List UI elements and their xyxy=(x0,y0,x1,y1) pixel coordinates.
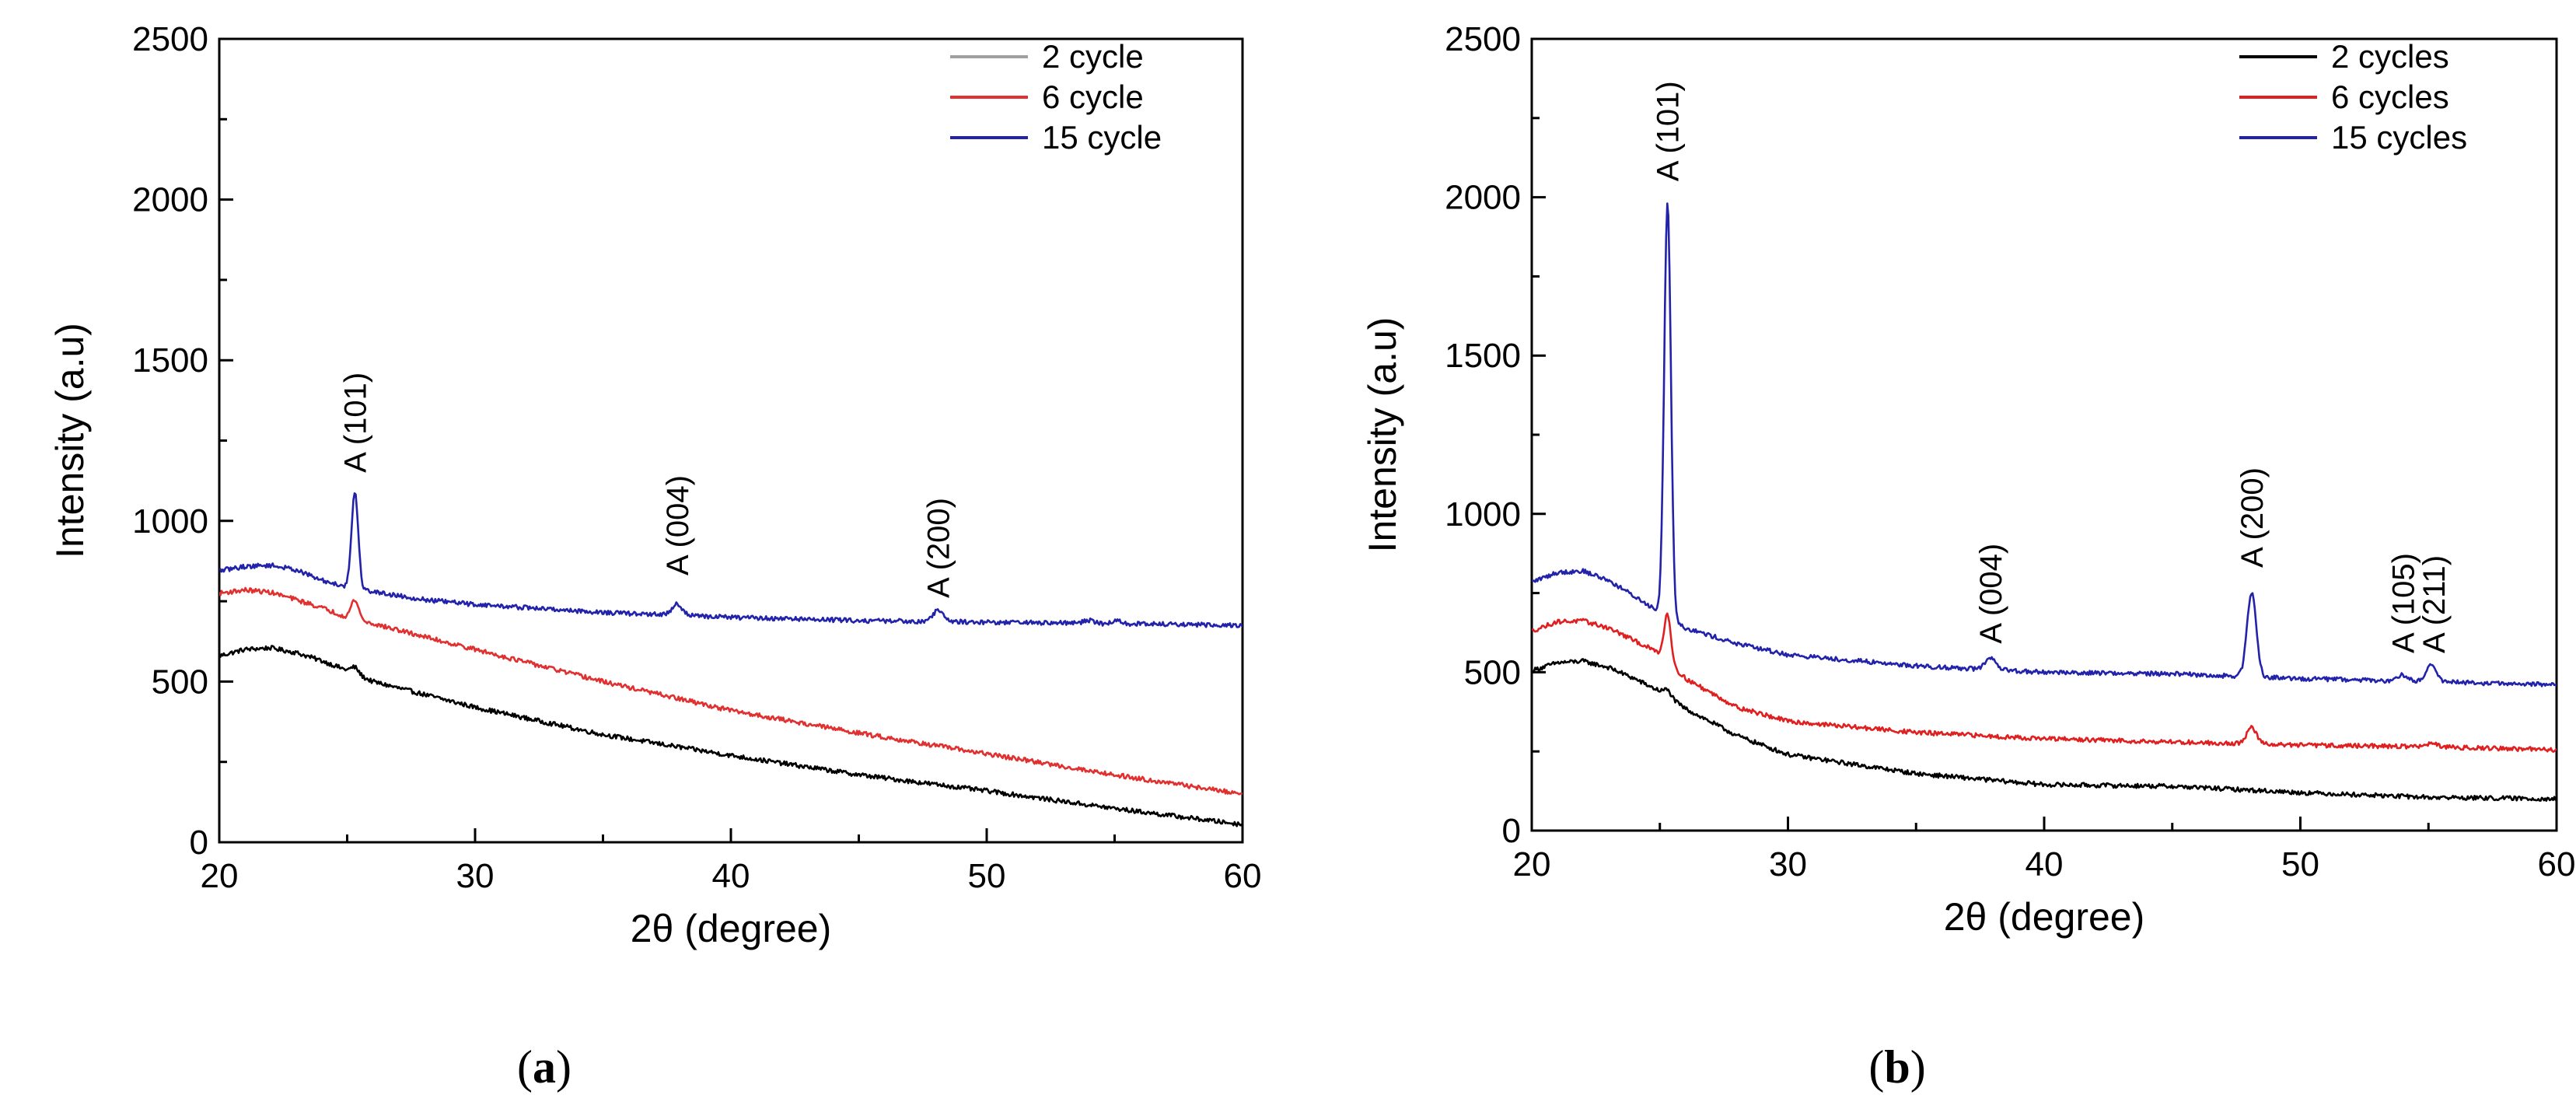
x-tick-label: 40 xyxy=(712,857,750,895)
plot-frame xyxy=(218,37,1244,844)
y-tick-label: 500 xyxy=(1464,653,1521,691)
x-tick-label: 60 xyxy=(1224,857,1262,895)
y-tick-label: 1000 xyxy=(1445,495,1521,534)
series-line-6-cycles xyxy=(1532,612,2557,753)
peak-annotation: A (200) xyxy=(2235,467,2270,568)
series-line-15-cycles xyxy=(1532,202,2557,687)
x-axis-title: 2θ (degree) xyxy=(631,907,832,950)
peak-annotation: A (200) xyxy=(921,498,956,598)
x-tick-label: 60 xyxy=(2538,845,2576,883)
y-tick-label: 2500 xyxy=(132,20,208,58)
y-tick-label: 1500 xyxy=(1445,337,1521,375)
x-tick-label: 50 xyxy=(2281,845,2319,883)
y-tick-label: 2500 xyxy=(1445,20,1521,58)
y-tick-label: 0 xyxy=(1502,812,1521,850)
peak-annotation: A (004) xyxy=(1974,544,2008,644)
x-tick-label: 20 xyxy=(201,857,239,895)
legend-label: 2 cycles xyxy=(2331,38,2449,75)
y-tick-label: 1000 xyxy=(132,502,208,541)
x-tick-label: 30 xyxy=(1769,845,1807,883)
legend-label: 6 cycles xyxy=(2331,79,2449,115)
y-tick-label: 2000 xyxy=(1445,179,1521,217)
caption-b: (b) xyxy=(1868,1041,1925,1093)
x-axis-title: 2θ (degree) xyxy=(1944,895,2145,939)
legend-label: 15 cycle xyxy=(1042,119,1162,156)
legend-label: 6 cycle xyxy=(1042,79,1144,115)
y-tick-label: 500 xyxy=(152,663,208,701)
x-tick-label: 40 xyxy=(2025,845,2064,883)
series-line-15-cycle xyxy=(219,492,1243,628)
peak-annotation: A (004) xyxy=(661,475,695,575)
x-tick-label: 30 xyxy=(456,857,495,895)
x-tick-label: 50 xyxy=(968,857,1006,895)
legend-label: 15 cycles xyxy=(2331,119,2467,156)
peak-annotation: A (211) xyxy=(2417,555,2452,653)
plot-frame xyxy=(1530,37,2558,832)
series-line-2-cycles xyxy=(1532,658,2557,802)
x-tick-label: 20 xyxy=(1513,845,1551,883)
series-line-6-cycle xyxy=(219,586,1243,796)
legend-label: 2 cycle xyxy=(1042,38,1144,75)
y-tick-label: 0 xyxy=(190,824,208,862)
peak-annotation: A (105) xyxy=(2386,553,2420,653)
peak-annotation: A (101) xyxy=(1652,81,1686,181)
y-axis-title: Intensity (a.u) xyxy=(48,323,92,558)
y-tick-label: 2000 xyxy=(132,181,208,219)
y-axis-title: Intensity (a.u) xyxy=(1361,317,1404,553)
chart-panel-a: 20 30 40 50 60 0 500 1000 1500 2000 2500 2θ (degree… xyxy=(48,20,1261,950)
chart-panel-b: 20 30 40 50 60 0 500 1000 1500 2000 2500 2θ (degree… xyxy=(1361,20,2575,939)
series-line-2-cycle xyxy=(219,645,1243,827)
y-tick-label: 1500 xyxy=(132,341,208,380)
peak-annotation: A (101) xyxy=(338,373,372,473)
caption-a: (a) xyxy=(517,1041,571,1093)
